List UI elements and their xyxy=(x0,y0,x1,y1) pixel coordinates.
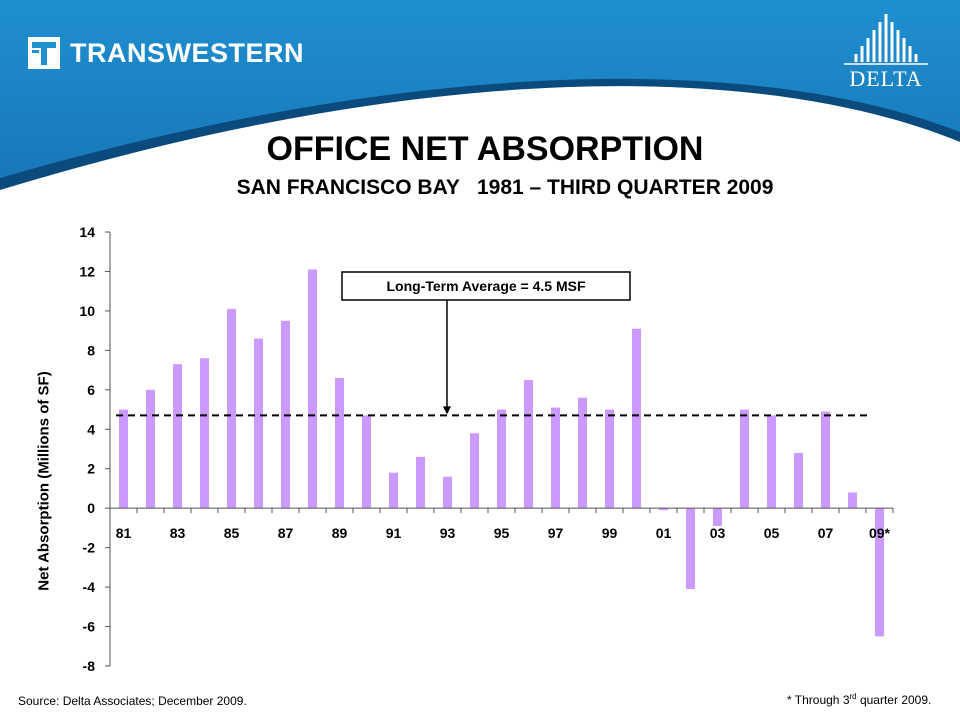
x-tick-label: 05 xyxy=(764,525,780,541)
bar-05 xyxy=(767,415,776,509)
bar-07 xyxy=(821,411,830,509)
bar-97 xyxy=(551,407,560,509)
bar-85 xyxy=(227,308,236,509)
bar-01 xyxy=(659,508,668,511)
transwestern-logo: TRANSWESTERN xyxy=(28,37,304,69)
x-tick-label: 01 xyxy=(656,525,672,541)
transwestern-t-logo-icon xyxy=(28,37,60,69)
x-tick-label: 87 xyxy=(278,525,294,541)
chart-title: OFFICE NET ABSORPTION xyxy=(266,130,704,168)
footnote: * Through 3rd quarter 2009. xyxy=(787,692,932,707)
x-tick-label: 91 xyxy=(386,525,402,541)
bar-02 xyxy=(686,508,695,590)
bar-81 xyxy=(119,409,128,509)
source-note: Source: Delta Associates; December 2009. xyxy=(18,694,247,708)
y-tick-label: 10 xyxy=(79,303,95,319)
x-tick-label: 09* xyxy=(869,525,891,541)
bar-88 xyxy=(308,269,317,509)
x-tick-label: 85 xyxy=(224,525,240,541)
delta-logo-text: DELTA xyxy=(849,66,923,91)
bar-95 xyxy=(497,409,506,509)
bar-89 xyxy=(335,377,344,509)
bar-99 xyxy=(605,409,614,509)
x-tick-label: 81 xyxy=(116,525,132,541)
bar-93 xyxy=(443,476,452,509)
bar-98 xyxy=(578,397,587,509)
bar-96 xyxy=(524,379,533,509)
x-tick-label: 03 xyxy=(710,525,726,541)
bar-09* xyxy=(875,508,884,637)
chart-subtitle: SAN FRANCISCO BAY 1981 – THIRD QUARTER 2… xyxy=(236,176,774,199)
brand-name: TRANSWESTERN xyxy=(70,37,304,68)
x-tick-label: 07 xyxy=(818,525,834,541)
x-tick-label: 95 xyxy=(494,525,510,541)
bar-04 xyxy=(740,409,749,509)
bar-91 xyxy=(389,472,398,509)
bar-00 xyxy=(632,328,641,509)
bar-03 xyxy=(713,508,722,526)
bar-84 xyxy=(200,358,209,509)
y-axis-label: Net Absorption (Millions of SF) xyxy=(35,371,53,591)
x-tick-label: 99 xyxy=(602,525,618,541)
y-tick-label: 0 xyxy=(87,500,95,516)
y-tick-label: 12 xyxy=(79,263,95,279)
bar-92 xyxy=(416,456,425,509)
bar-86 xyxy=(254,338,263,509)
y-tick-label: -8 xyxy=(83,658,96,674)
bar-94 xyxy=(470,433,479,509)
x-tick-label: 93 xyxy=(440,525,456,541)
bar-90 xyxy=(362,415,371,509)
average-annotation-box xyxy=(341,271,631,301)
y-tick-label: 2 xyxy=(87,461,95,477)
header-band xyxy=(0,0,960,190)
x-tick-label: 97 xyxy=(548,525,564,541)
y-tick-label: 6 xyxy=(87,382,95,398)
delta-triangle-logo-icon xyxy=(844,14,928,65)
y-tick-label: -4 xyxy=(83,579,96,595)
bar-82 xyxy=(146,389,155,509)
average-annotation-label: Long-Term Average = 4.5 MSF xyxy=(386,278,585,294)
average-arrow-head xyxy=(443,406,451,415)
y-tick-label: -6 xyxy=(83,619,96,635)
y-tick-label: 14 xyxy=(79,224,95,240)
bar-06 xyxy=(794,452,803,509)
bar-08 xyxy=(848,492,857,509)
y-tick-label: 8 xyxy=(87,342,95,358)
x-tick-label: 83 xyxy=(170,525,186,541)
x-tick-label: 89 xyxy=(332,525,348,541)
y-tick-label: 4 xyxy=(87,421,95,437)
y-tick-label: -2 xyxy=(83,540,96,556)
bar-83 xyxy=(173,364,182,509)
